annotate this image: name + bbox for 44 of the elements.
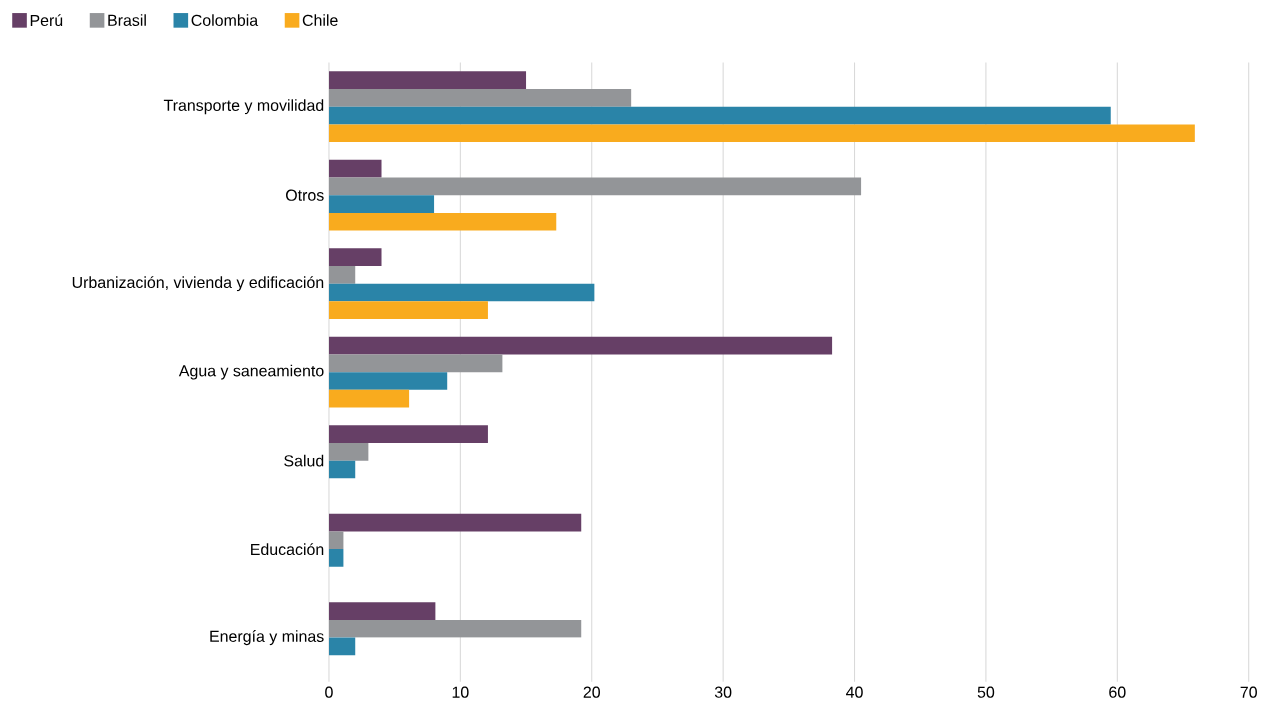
bar bbox=[328, 89, 632, 107]
x-tick-label: 60 bbox=[1109, 686, 1126, 698]
x-tick-label: 70 bbox=[1240, 686, 1257, 698]
x-tick-label: 20 bbox=[583, 686, 600, 698]
bar bbox=[328, 177, 862, 196]
bar bbox=[328, 283, 595, 302]
bar bbox=[328, 602, 436, 621]
bar bbox=[328, 443, 369, 461]
y-tick-label: Educación bbox=[251, 543, 324, 556]
y-tick-label: Energía y minas bbox=[210, 630, 324, 646]
bar bbox=[328, 372, 448, 390]
bar bbox=[328, 460, 356, 479]
bar bbox=[328, 513, 582, 532]
bar bbox=[328, 124, 1195, 143]
x-tick-label: 40 bbox=[846, 686, 863, 698]
bar bbox=[328, 549, 344, 567]
bar bbox=[328, 425, 488, 444]
y-tick-label: Agua y saneamiento bbox=[178, 364, 324, 380]
bar bbox=[328, 620, 582, 638]
bar bbox=[328, 266, 356, 284]
legend-label: Brasil bbox=[108, 14, 146, 27]
bar bbox=[328, 159, 382, 178]
y-tick-label: Salud bbox=[284, 454, 324, 467]
bar bbox=[328, 248, 382, 267]
bar bbox=[328, 195, 435, 214]
bar bbox=[328, 389, 410, 408]
legend-label: Perú bbox=[30, 14, 63, 27]
bar bbox=[328, 106, 1111, 125]
bar bbox=[328, 637, 356, 656]
bar bbox=[328, 71, 527, 90]
bar bbox=[328, 213, 557, 231]
y-tick-label: Transporte y movilidad bbox=[163, 99, 324, 115]
bar bbox=[328, 336, 833, 355]
bar bbox=[328, 354, 503, 373]
y-tick-label: Otros bbox=[286, 189, 324, 201]
y-tick-label: Urbanización, vivienda y edificación bbox=[72, 276, 324, 292]
x-tick-label: 30 bbox=[714, 686, 732, 698]
legend-label: Colombia bbox=[191, 14, 259, 27]
legend-label: Chile bbox=[302, 14, 338, 27]
x-tick-label: 0 bbox=[325, 686, 333, 698]
bar bbox=[328, 531, 344, 550]
x-tick-label: 50 bbox=[977, 686, 995, 698]
bar bbox=[328, 301, 488, 320]
x-tick-label: 10 bbox=[452, 686, 469, 698]
